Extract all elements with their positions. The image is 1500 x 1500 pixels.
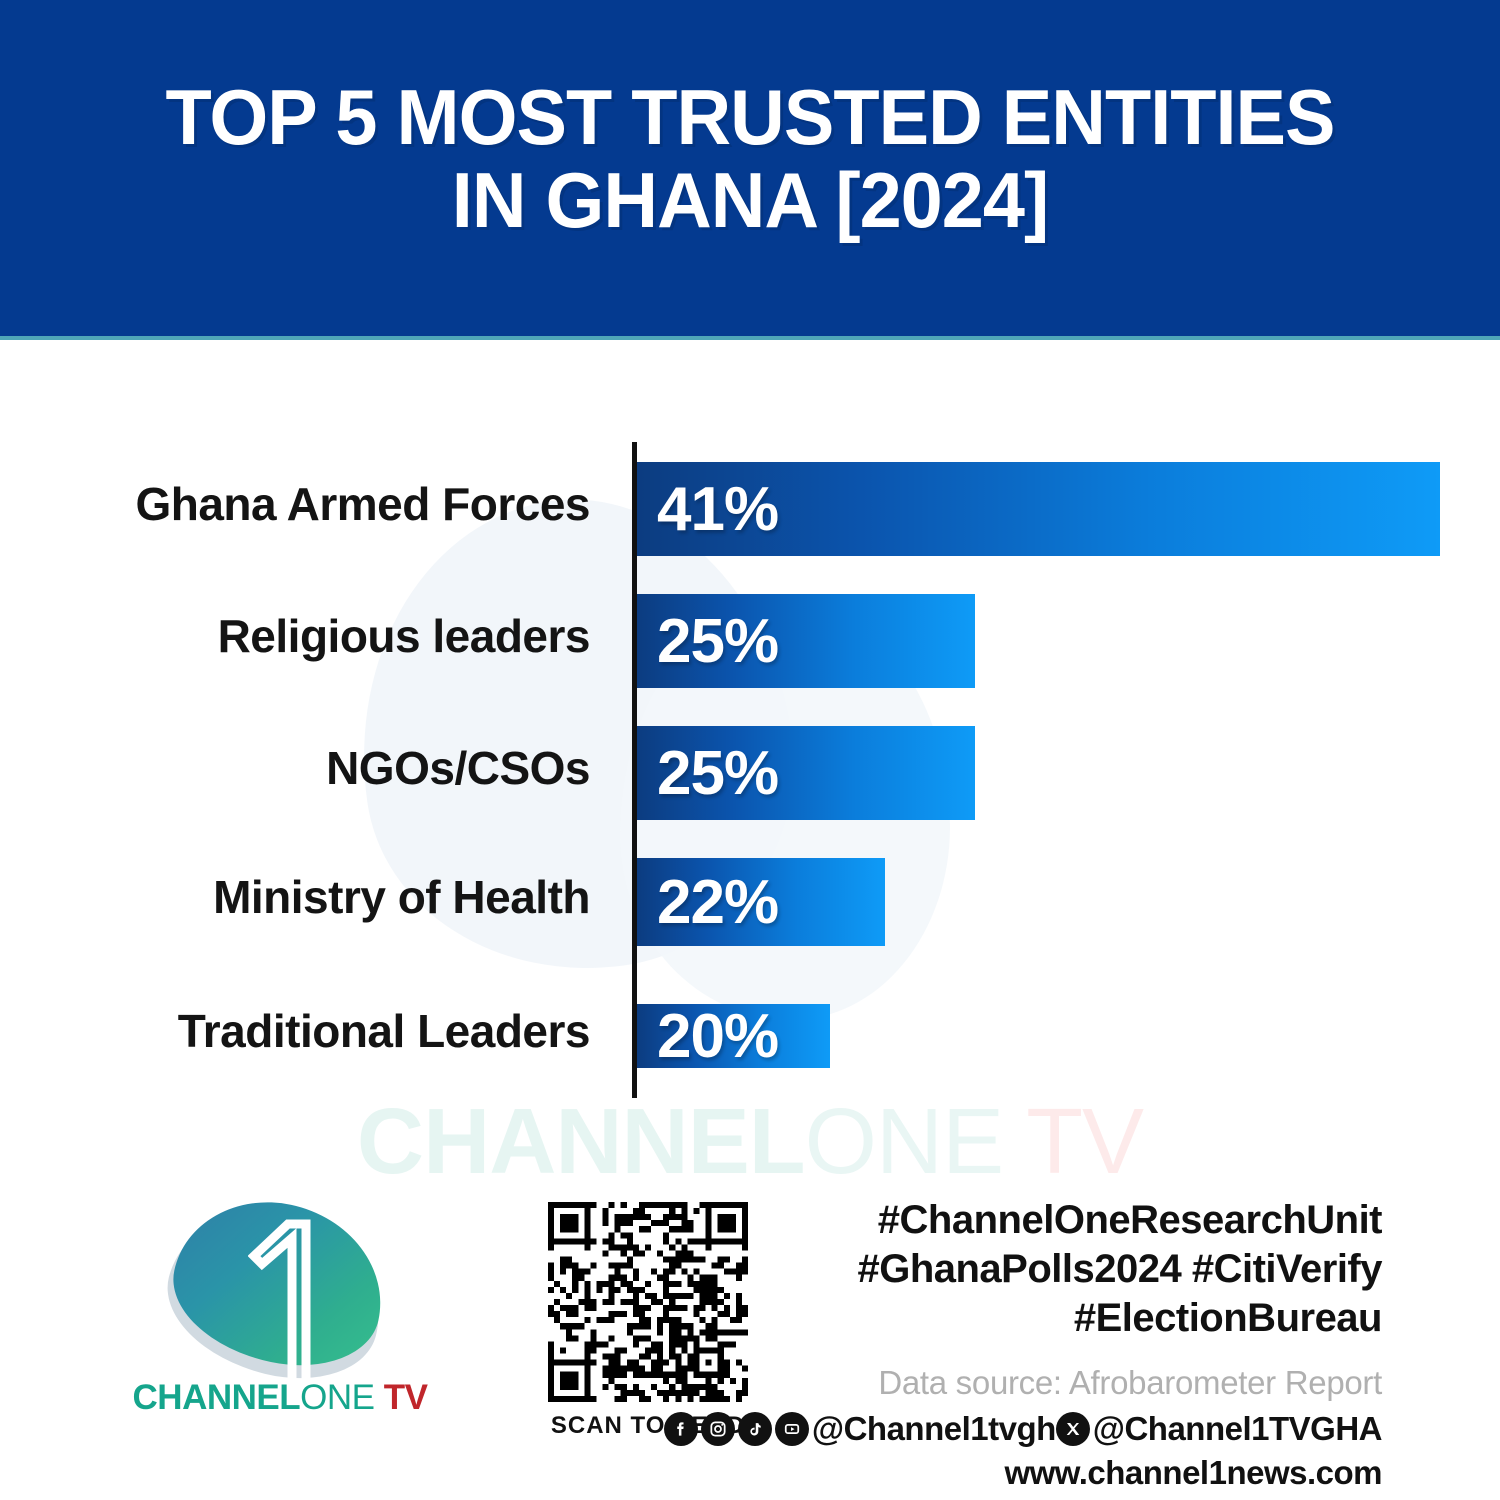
bar: 25% — [637, 726, 975, 820]
bar: 20% — [637, 1002, 830, 1071]
logo-word-tv: TV — [374, 1378, 428, 1417]
bar-value-label: 25% — [657, 606, 779, 676]
social-row: @Channel1tvgh @Channel1TVGHA — [663, 1410, 1383, 1448]
qr-code-block[interactable]: SCAN TO READ — [548, 1202, 758, 1440]
facebook-icon[interactable] — [663, 1412, 698, 1447]
watermark-part-channel: CHANNEL — [356, 1089, 806, 1193]
logo-word-channel: CHANNEL — [132, 1378, 301, 1417]
page-title: TOP 5 MOST TRUSTED ENTITIES IN GHANA [20… — [165, 73, 1335, 244]
bar-category-label: Ghana Armed Forces — [135, 478, 590, 530]
watermark-part-tv: TV — [1003, 1089, 1144, 1193]
logo-word-one: ONE — [300, 1378, 375, 1417]
bar: 22% — [637, 858, 885, 946]
logo-numeral-one-icon — [248, 1219, 311, 1409]
bar-chart: Ghana Armed Forces 41% Religious leaders 25… — [135, 442, 1440, 1098]
bar-value-label: 22% — [657, 867, 779, 937]
header-banner: TOP 5 MOST TRUSTED ENTITIES IN GHANA [20… — [0, 0, 1500, 340]
youtube-icon[interactable] — [774, 1412, 809, 1447]
bar-category-label: Religious leaders — [217, 610, 591, 662]
social-handle-main[interactable]: @Channel1tvgh — [811, 1410, 1056, 1448]
bar-value-label: 25% — [657, 738, 779, 808]
logo-mark — [151, 1183, 400, 1409]
watermark-part-one: ONE — [804, 1089, 1005, 1193]
bar-value-label: 20% — [657, 1001, 779, 1071]
logo-wordmark: CHANNELONE TV — [120, 1378, 440, 1418]
footer: CHANNELONE TV SCAN TO READ #ChannelOneRe… — [0, 1180, 1500, 1500]
bar-value-label: 41% — [657, 474, 779, 544]
hashtags: #ChannelOneResearchUnit #GhanaPolls2024 … — [857, 1198, 1382, 1340]
footer-info-block: #ChannelOneResearchUnit #GhanaPolls2024 … — [663, 1196, 1383, 1492]
social-handle-x[interactable]: @Channel1TVGHA — [1092, 1410, 1383, 1448]
chart-axis-line — [632, 442, 637, 1098]
bar-category-label: NGOs/CSOs — [326, 742, 590, 794]
x-twitter-icon[interactable] — [1055, 1412, 1090, 1447]
qr-code-icon[interactable] — [548, 1202, 748, 1402]
bar: 41% — [637, 462, 1440, 556]
bar: 25% — [637, 594, 975, 688]
tiktok-icon[interactable] — [737, 1412, 772, 1447]
bar-category-label: Traditional Leaders — [177, 1005, 591, 1057]
channel-one-watermark-text: CHANNELONE TV — [0, 1088, 1500, 1195]
bar-category-label: Ministry of Health — [213, 871, 590, 923]
instagram-icon[interactable] — [700, 1412, 735, 1447]
website-url[interactable]: www.channel1news.com — [1004, 1454, 1382, 1492]
channel-one-tv-logo: CHANNELONE TV — [120, 1183, 440, 1430]
data-source-label: Data source: Afrobarometer Report — [878, 1364, 1382, 1402]
